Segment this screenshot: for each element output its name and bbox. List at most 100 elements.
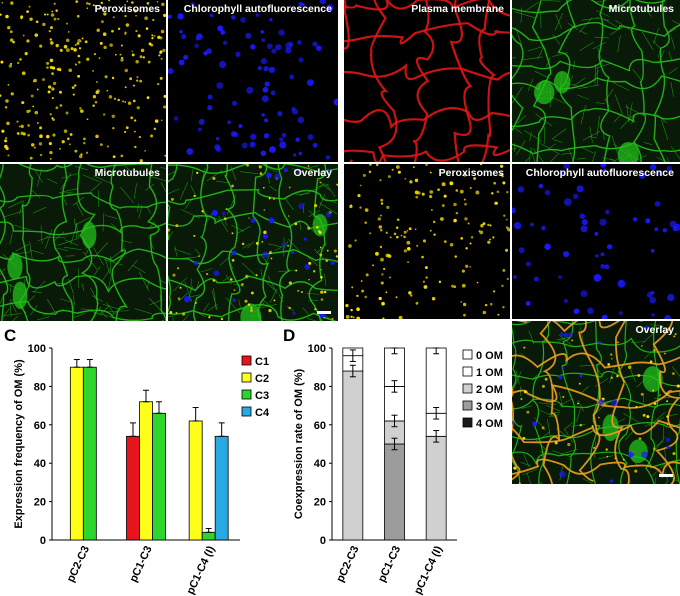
microtubule-fiber [644,348,656,359]
fluorescence-dot [391,168,394,171]
fluorescence-dot [120,44,123,47]
microtubule-fiber [572,77,586,87]
microtubule-fiber [660,119,669,141]
fluorescence-dot [491,192,494,195]
fluorescence-dot [496,190,500,194]
fluorescence-dot [78,154,83,159]
fluorescence-dot [133,9,137,13]
microtubule-fiber [65,255,75,257]
fluorescence-dot [578,382,581,385]
fluorescence-dot [380,198,384,202]
microtubule-fiber [261,277,275,291]
fluorescence-dot [307,226,311,230]
fluorescence-dot [407,261,409,264]
microtubule-fiber [571,424,586,427]
micrograph-label: Peroxisomes [94,3,160,15]
fluorescence-dot [168,14,172,19]
microtubule-fiber [73,294,75,305]
fluorescence-dot [274,173,281,180]
fluorescence-dot [281,132,287,138]
fluorescence-dot [541,384,545,388]
microtubule-fiber [594,378,609,387]
microtubule-fiber [269,185,277,192]
microtubule-fiber [548,143,556,150]
fluorescence-dot [364,208,369,212]
fluorescence-dot [385,231,388,234]
fluorescence-dot [526,410,530,414]
fluorescence-dot [247,303,251,306]
fluorescence-dot [502,181,506,185]
fluorescence-dot [380,214,382,217]
fluorescence-dot [266,43,273,50]
fluorescence-dot [440,217,444,221]
fluorescence-dot [255,241,259,245]
fluorescence-dot [298,203,305,210]
cell-wall-line [344,0,353,162]
fluorescence-dot [10,92,14,96]
fluorescence-dot [480,224,484,228]
fluorescence-dot [320,275,323,279]
fluorescence-dot [156,0,159,3]
microtubule-fiber [122,164,131,172]
microtubule-fiber [16,251,31,255]
fluorescence-dot [563,164,570,170]
fluorescence-dot [438,280,442,284]
microtubule-fiber [228,260,234,270]
fluorescence-dot [664,315,672,319]
fluorescence-dot [34,33,39,37]
x-tick-label: pC2-C3 [65,544,92,584]
fluorescence-dot [288,281,292,285]
fluorescence-dot [48,141,52,146]
fluorescence-dot [164,154,166,157]
fluorescence-dot [48,30,51,33]
fluorescence-dot [554,441,558,445]
fluorescence-dot [111,29,114,33]
microtubule-fiber [190,185,197,198]
fluorescence-dot [432,220,436,224]
fluorescence-dot [541,225,546,231]
microtubule-fiber [102,303,120,310]
microtubule-fiber [105,215,118,219]
microtubule-fiber [261,255,269,265]
microtubule-fiber [552,450,571,457]
fluorescence-dot [382,317,385,319]
microtubule-fiber [595,102,606,104]
microtubule-fiber [102,212,105,232]
fluorescence-dot [144,149,146,152]
fluorescence-dot [319,253,323,257]
microtubule-fiber [90,181,103,192]
fluorescence-dot [308,261,312,265]
microtubule-fiber [554,12,563,31]
legend-swatch [241,389,252,400]
fluorescence-dot [134,119,137,122]
microtubule-fiber [3,313,22,316]
fluorescence-dot [111,114,116,119]
microtubule-fiber [604,98,610,107]
fluorescence-dot [297,40,302,45]
fluorescence-dot [178,59,185,66]
fluorescence-dot [261,113,265,117]
fluorescence-dot [132,99,136,103]
microtubule-fiber [83,251,98,270]
fluorescence-dot [640,344,643,347]
x-tick-label: pC1-C3 [376,544,403,584]
microtubule-fiber [513,127,522,134]
guard-cell [312,213,328,237]
fluorescence-dot [124,68,129,73]
microtubule-fiber [527,46,544,52]
microtubule-fiber [195,281,200,292]
microtubule-fiber [596,10,610,17]
fluorescence-dot [518,482,521,484]
fluorescence-dot [168,68,174,75]
fluorescence-dot [475,190,480,195]
fluorescence-dot [84,40,88,44]
microtubule-fiber [670,146,680,160]
fluorescence-dot [414,228,417,231]
y-tick-label: 100 [28,343,46,355]
microtubule-fiber [597,48,603,63]
fluorescence-dot [125,23,130,27]
microtubule-fiber [148,297,162,312]
fluorescence-dot [195,301,197,304]
panel-letter-c: C [4,326,17,345]
fluorescence-dot [641,451,648,458]
